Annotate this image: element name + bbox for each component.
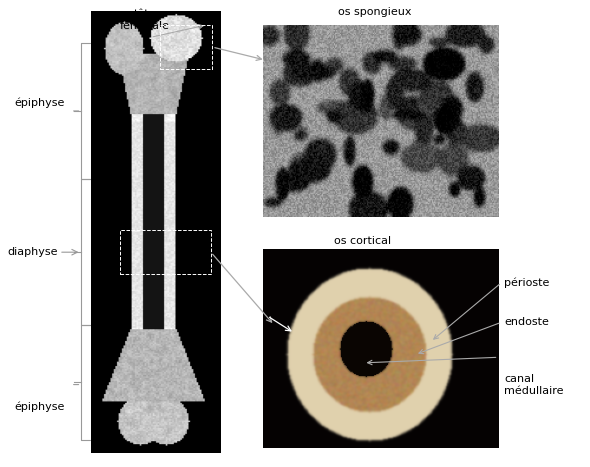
Text: épiphyse: épiphyse [15, 98, 65, 108]
Bar [120, 230, 211, 274]
Text: périoste: périoste [504, 277, 550, 288]
Text: endoste: endoste [504, 317, 549, 327]
Text: os spongieux: os spongieux [338, 7, 411, 17]
Bar [263, 26, 499, 217]
Bar [91, 12, 221, 453]
Bar [263, 250, 499, 448]
Text: tête
fémorale: tête fémorale [120, 9, 169, 31]
Text: os cortical: os cortical [335, 236, 391, 246]
Text: épiphyse: épiphyse [15, 401, 65, 411]
Text: diaphyse: diaphyse [8, 247, 58, 257]
Text: canal
médullaire: canal médullaire [504, 375, 564, 396]
Bar [160, 25, 212, 69]
